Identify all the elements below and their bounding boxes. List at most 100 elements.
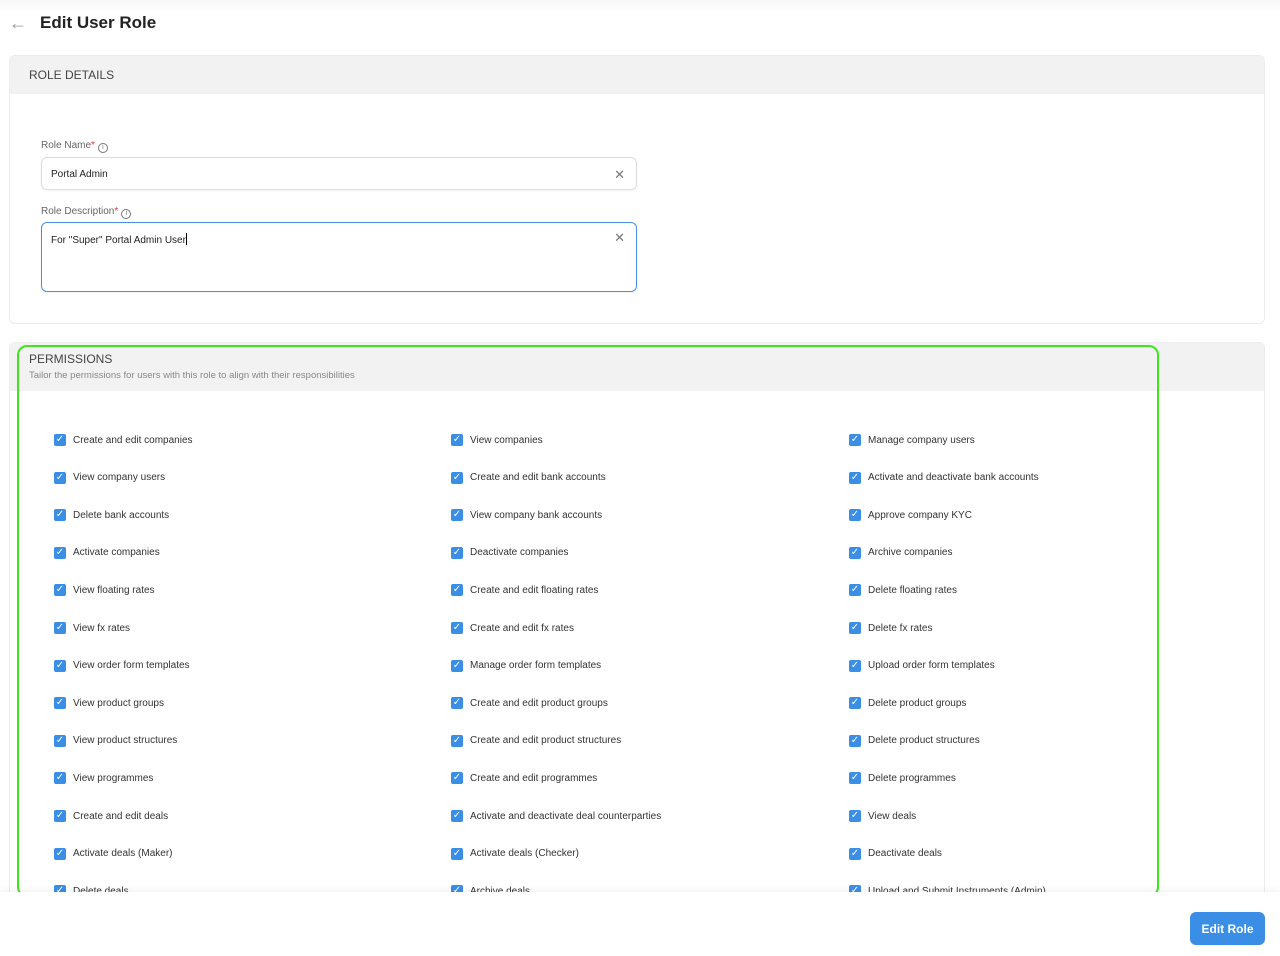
permission-label: Delete bank accounts [73, 509, 170, 521]
checkbox-checked-icon[interactable]: ✓ [849, 697, 861, 710]
permissions-header: PERMISSIONS Tailor the permissions for u… [10, 343, 1264, 391]
checkbox-checked-icon[interactable]: ✓ [849, 847, 861, 860]
checkbox-checked-icon[interactable]: ✓ [849, 734, 861, 747]
checkbox-checked-icon[interactable]: ✓ [451, 584, 463, 597]
checkbox-checked-icon[interactable]: ✓ [54, 810, 66, 822]
checkbox-checked-icon[interactable]: ✓ [54, 434, 66, 446]
info-icon[interactable]: i [97, 143, 108, 153]
footer: Edit Role [0, 892, 1280, 956]
permission-checkbox[interactable]: ✓ Activate deals (Checker) [451, 847, 579, 860]
permission-label: Create and edit deals [73, 810, 169, 822]
permission-checkbox[interactable]: ✓ Activate companies [54, 546, 160, 559]
permission-label: Approve company KYC [868, 509, 972, 521]
checkbox-checked-icon[interactable]: ✓ [54, 546, 66, 559]
permission-checkbox[interactable]: ✓ View programmes [54, 772, 153, 785]
checkbox-checked-icon[interactable]: ✓ [451, 697, 463, 710]
permission-label: View fx rates [73, 622, 131, 634]
checkbox-checked-icon[interactable]: ✓ [849, 434, 861, 446]
checkbox-checked-icon[interactable]: ✓ [54, 659, 66, 672]
checkbox-checked-icon[interactable]: ✓ [849, 772, 861, 785]
permission-checkbox[interactable]: ✓ Create and edit product structures [451, 734, 622, 747]
checkbox-checked-icon[interactable]: ✓ [451, 434, 463, 446]
permission-checkbox[interactable]: ✓ Deactivate deals [849, 847, 942, 860]
permission-checkbox[interactable]: ✓ Manage order form templates [451, 659, 602, 672]
permission-checkbox[interactable]: ✓ View companies [451, 434, 543, 446]
permission-checkbox[interactable]: ✓ View floating rates [54, 584, 155, 597]
checkbox-checked-icon[interactable]: ✓ [451, 546, 463, 559]
checkbox-checked-icon[interactable]: ✓ [451, 847, 463, 860]
checkbox-checked-icon[interactable]: ✓ [451, 734, 463, 747]
role-name-input[interactable]: Portal Admin ✕ [41, 157, 637, 190]
checkbox-checked-icon[interactable]: ✓ [849, 546, 861, 559]
permission-checkbox[interactable]: ✓ Activate and deactivate bank accounts [849, 471, 1039, 484]
permission-label: Delete product groups [868, 697, 967, 709]
permission-checkbox[interactable]: ✓ Upload order form templates [849, 659, 995, 672]
permission-label: Create and edit product structures [470, 735, 622, 747]
role-details-card: ROLE DETAILS Role Name* i Portal Admin ✕ R… [9, 55, 1265, 324]
permission-checkbox[interactable]: ✓ Delete floating rates [849, 584, 957, 597]
permission-checkbox[interactable]: ✓ Create and edit deals [54, 810, 168, 822]
checkbox-checked-icon[interactable]: ✓ [54, 584, 66, 597]
permission-checkbox[interactable]: ✓ Create and edit floating rates [451, 584, 598, 597]
arrow-left-icon[interactable]: ← [9, 13, 27, 33]
checkbox-checked-icon[interactable]: ✓ [54, 622, 66, 634]
permission-checkbox[interactable]: ✓ Activate deals (Maker) [54, 847, 172, 860]
permission-checkbox[interactable]: ✓ View company users [54, 471, 165, 484]
clear-icon[interactable]: ✕ [614, 167, 625, 182]
permission-label: Upload and Submit Instruments (Admin) [868, 886, 1046, 897]
permission-checkbox[interactable]: ✓ View deals [849, 810, 916, 822]
permission-checkbox[interactable]: ✓ Activate and deactivate deal counterpar… [451, 810, 661, 822]
checkbox-checked-icon[interactable]: ✓ [54, 734, 66, 747]
checkbox-checked-icon[interactable]: ✓ [451, 622, 463, 634]
checkbox-checked-icon[interactable]: ✓ [849, 622, 861, 634]
checkbox-checked-icon[interactable]: ✓ [849, 471, 861, 484]
permission-checkbox[interactable]: ✓ View fx rates [54, 622, 130, 634]
checkbox-checked-icon[interactable]: ✓ [451, 772, 463, 785]
checkbox-checked-icon[interactable]: ✓ [54, 697, 66, 710]
checkbox-checked-icon[interactable]: ✓ [54, 772, 66, 785]
permission-label: Delete floating rates [868, 584, 957, 596]
permission-checkbox[interactable]: ✓ View product structures [54, 734, 178, 747]
role-description-textarea[interactable]: For "Super" Portal Admin User ✕ [41, 222, 637, 292]
clear-icon[interactable]: ✕ [614, 230, 625, 245]
permission-checkbox[interactable]: ✓ Manage company users [849, 434, 975, 446]
permission-checkbox[interactable]: ✓ Archive companies [849, 546, 952, 559]
checkbox-checked-icon[interactable]: ✓ [54, 847, 66, 860]
permission-label: Create and edit fx rates [470, 622, 574, 634]
permission-checkbox[interactable]: ✓ Delete bank accounts [54, 509, 170, 522]
permission-label: Manage order form templates [470, 660, 602, 672]
permission-label: View company bank accounts [470, 509, 603, 521]
checkbox-checked-icon[interactable]: ✓ [849, 509, 861, 522]
permission-checkbox[interactable]: ✓ Create and edit fx rates [451, 622, 574, 634]
edit-role-button[interactable]: Edit Role [1190, 912, 1265, 945]
permission-checkbox[interactable]: ✓ Delete product groups [849, 697, 967, 710]
permission-checkbox[interactable]: ✓ Approve company KYC [849, 509, 972, 522]
permission-checkbox[interactable]: ✓ Create and edit product groups [451, 697, 608, 710]
permission-checkbox[interactable]: ✓ Delete fx rates [849, 622, 932, 634]
permission-label: Delete product structures [868, 735, 980, 747]
permission-label: View floating rates [73, 584, 155, 596]
permission-checkbox[interactable]: ✓ View product groups [54, 697, 164, 710]
checkbox-checked-icon[interactable]: ✓ [451, 471, 463, 484]
checkbox-checked-icon[interactable]: ✓ [849, 810, 861, 822]
permission-checkbox[interactable]: ✓ Delete programmes [849, 772, 956, 785]
info-icon[interactable]: i [121, 209, 132, 219]
permission-checkbox[interactable]: ✓ Delete product structures [849, 734, 980, 747]
permission-label: Create and edit programmes [470, 772, 598, 784]
checkbox-checked-icon[interactable]: ✓ [54, 509, 66, 522]
permission-checkbox[interactable]: ✓ Create and edit programmes [451, 772, 598, 785]
permissions-heading: PERMISSIONS [29, 352, 113, 366]
checkbox-checked-icon[interactable]: ✓ [451, 659, 463, 672]
permission-label: View product structures [73, 735, 178, 747]
checkbox-checked-icon[interactable]: ✓ [451, 509, 463, 522]
checkbox-checked-icon[interactable]: ✓ [849, 659, 861, 672]
permission-label: Archive deals [470, 886, 530, 897]
permission-checkbox[interactable]: ✓ Create and edit bank accounts [451, 471, 606, 484]
permission-checkbox[interactable]: ✓ View order form templates [54, 659, 190, 672]
checkbox-checked-icon[interactable]: ✓ [849, 584, 861, 597]
permission-checkbox[interactable]: ✓ Create and edit companies [54, 434, 193, 446]
permission-checkbox[interactable]: ✓ Deactivate companies [451, 546, 568, 559]
permission-checkbox[interactable]: ✓ View company bank accounts [451, 509, 603, 522]
checkbox-checked-icon[interactable]: ✓ [451, 810, 463, 822]
checkbox-checked-icon[interactable]: ✓ [54, 471, 66, 484]
